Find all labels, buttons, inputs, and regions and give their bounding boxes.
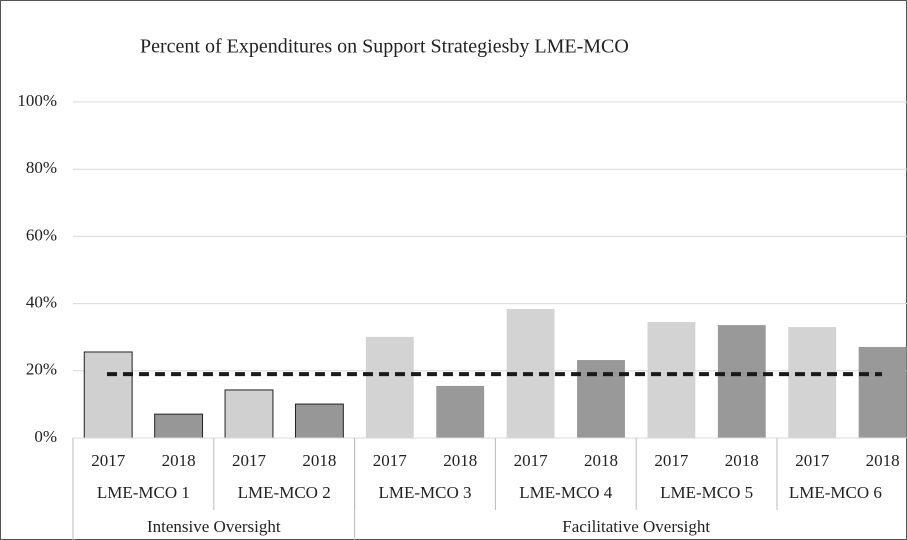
x-tick-label: 2018 [866, 451, 900, 470]
y-tick-label: 40% [26, 293, 57, 312]
x-tick-label: 2017 [373, 451, 408, 470]
group-label: LME-MCO 2 [238, 483, 331, 502]
bar [577, 360, 625, 438]
bar [365, 336, 414, 438]
group-label: LME-MCO 5 [660, 483, 753, 502]
x-tick-label: 2017 [654, 451, 689, 470]
bar [647, 322, 696, 438]
group-label: LME-MCO 4 [519, 483, 613, 502]
bar [83, 351, 133, 439]
x-tick-label: 2018 [584, 451, 618, 470]
x-tick-label: 2017 [91, 451, 126, 470]
y-tick-label: 100% [17, 91, 57, 110]
x-tick-label: 2018 [162, 451, 196, 470]
x-tick-label: 2018 [443, 451, 477, 470]
x-tick-label: 2017 [514, 451, 549, 470]
y-tick-label: 80% [26, 158, 57, 177]
group-label: LME-MCO 6 [789, 483, 882, 502]
y-tick-label: 60% [26, 225, 57, 244]
y-tick-label: 0% [34, 427, 57, 446]
x-tick-label: 2018 [725, 451, 759, 470]
x-tick-label: 2017 [795, 451, 830, 470]
y-tick-label: 20% [26, 360, 57, 379]
supergroup-label: Intensive Oversight [147, 517, 281, 536]
x-tick-label: 2018 [302, 451, 336, 470]
bar [294, 403, 344, 439]
chart-title: Percent of Expenditures on Support Strat… [140, 36, 629, 58]
group-label: LME-MCO 1 [97, 483, 190, 502]
bar [717, 325, 766, 438]
supergroup-label: Facilitative Oversight [562, 517, 710, 536]
bar [224, 389, 274, 439]
group-label: LME-MCO 3 [378, 483, 471, 502]
bar [858, 346, 907, 438]
x-tick-label: 2017 [232, 451, 267, 470]
bar [436, 385, 485, 438]
bar [788, 327, 837, 438]
bar [154, 413, 204, 439]
